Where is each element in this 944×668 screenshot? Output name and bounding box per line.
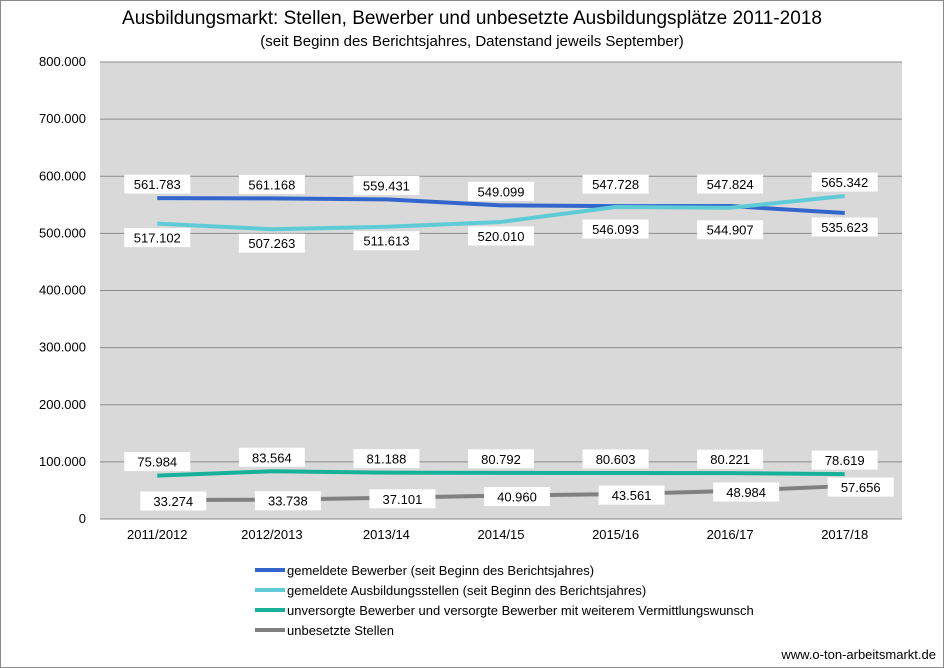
data-label-box — [238, 233, 305, 253]
data-label: 80.792 — [481, 452, 521, 467]
y-tick-label: 400.000 — [39, 283, 86, 298]
data-label-box — [468, 449, 534, 469]
x-tick-label: 2017/18 — [821, 527, 868, 542]
series-line-3 — [157, 469, 845, 478]
data-label-box — [254, 491, 321, 511]
legend-label: unversorgte Bewerber und versorgte Bewer… — [287, 602, 754, 618]
data-label-box — [140, 491, 207, 511]
data-label: 48.984 — [726, 485, 766, 500]
data-label-box — [124, 174, 191, 194]
legend-label: gemeldete Ausbildungsstellen (seit Begin… — [287, 582, 647, 598]
data-label-box — [697, 449, 764, 469]
data-label: 33.738 — [268, 494, 308, 509]
data-label-box — [369, 489, 436, 509]
legend-item: unversorgte Bewerber und versorgte Bewer… — [255, 600, 754, 620]
data-label-box — [713, 482, 780, 502]
data-label: 559.431 — [363, 178, 410, 193]
data-label-box — [582, 219, 649, 239]
legend-item: gemeldete Ausbildungsstellen (seit Begin… — [255, 580, 754, 600]
x-tick-label: 2013/14 — [363, 527, 410, 542]
legend-item: unbesetzte Stellen — [255, 620, 754, 640]
y-tick-label: 600.000 — [39, 168, 86, 183]
x-tick-label: 2012/2013 — [241, 527, 302, 542]
data-label: 57.656 — [841, 480, 881, 495]
y-tick-label: 0 — [79, 511, 86, 526]
data-label: 80.221 — [710, 452, 750, 467]
series-line-2 — [157, 194, 845, 232]
data-label: 33.274 — [153, 494, 193, 509]
data-label-box — [697, 220, 764, 240]
legend-swatch — [255, 608, 285, 612]
data-label-box — [598, 485, 665, 505]
data-label: 507.263 — [248, 236, 295, 251]
y-tick-label: 800.000 — [39, 54, 86, 69]
data-label-box — [697, 174, 764, 194]
data-label: 544.907 — [707, 223, 754, 238]
x-tick-label: 2016/17 — [707, 527, 754, 542]
x-tick-label: 2014/15 — [478, 527, 525, 542]
y-tick-label: 300.000 — [39, 340, 86, 355]
data-label: 40.960 — [497, 490, 537, 505]
x-tick-label: 2015/16 — [592, 527, 639, 542]
data-label-box — [811, 217, 878, 237]
data-label-box — [353, 231, 420, 251]
y-tick-label: 500.000 — [39, 225, 86, 240]
data-label-box — [124, 452, 191, 472]
legend-label: unbesetzte Stellen — [287, 622, 394, 638]
data-label: 81.188 — [367, 452, 407, 467]
data-label-box — [827, 477, 894, 497]
data-label-box — [468, 181, 534, 201]
x-tick-label: 2011/2012 — [127, 527, 188, 542]
data-label-box — [582, 174, 649, 194]
legend-swatch — [255, 568, 285, 572]
data-label: 511.613 — [363, 234, 409, 249]
y-tick-label: 100.000 — [39, 454, 86, 469]
data-label: 75.984 — [137, 455, 177, 470]
data-label-box — [124, 228, 191, 248]
data-label: 547.728 — [592, 177, 639, 192]
data-label: 520.010 — [478, 229, 525, 244]
y-tick-label: 200.000 — [39, 397, 86, 412]
data-label-box — [238, 174, 305, 194]
data-label: 37.101 — [383, 492, 423, 507]
data-label-box — [353, 175, 420, 195]
data-label-box — [811, 172, 878, 192]
data-label-box — [353, 449, 420, 469]
data-label: 565.342 — [821, 175, 868, 190]
legend-item: gemeldete Bewerber (seit Beginn des Beri… — [255, 560, 754, 580]
legend-swatch — [255, 628, 285, 632]
data-label-box — [484, 487, 550, 507]
data-label: 83.564 — [252, 450, 292, 465]
data-label: 561.783 — [134, 177, 181, 192]
y-tick-label: 700.000 — [39, 111, 86, 126]
data-label: 517.102 — [134, 231, 181, 246]
data-label: 535.623 — [821, 220, 868, 235]
source-credit: www.o-ton-arbeitsmarkt.de — [781, 647, 936, 662]
data-label: 80.603 — [596, 452, 636, 467]
data-label: 549.099 — [478, 184, 525, 199]
chart-subtitle: (seit Beginn des Berichtsjahres, Datenst… — [260, 33, 684, 50]
legend-swatch — [255, 588, 285, 592]
data-label: 78.619 — [825, 453, 865, 468]
data-label-box — [582, 449, 649, 469]
data-label: 561.168 — [248, 177, 295, 192]
chart-title: Ausbildungsmarkt: Stellen, Bewerber und … — [122, 8, 822, 29]
data-label: 546.093 — [592, 222, 639, 237]
data-label-box — [811, 450, 878, 470]
legend-label: gemeldete Bewerber (seit Beginn des Beri… — [287, 562, 595, 578]
data-label: 547.824 — [707, 177, 754, 192]
data-label: 43.561 — [612, 488, 652, 503]
chart-legend: gemeldete Bewerber (seit Beginn des Beri… — [255, 560, 754, 640]
data-label-box — [238, 447, 305, 467]
data-label-box — [468, 226, 534, 246]
